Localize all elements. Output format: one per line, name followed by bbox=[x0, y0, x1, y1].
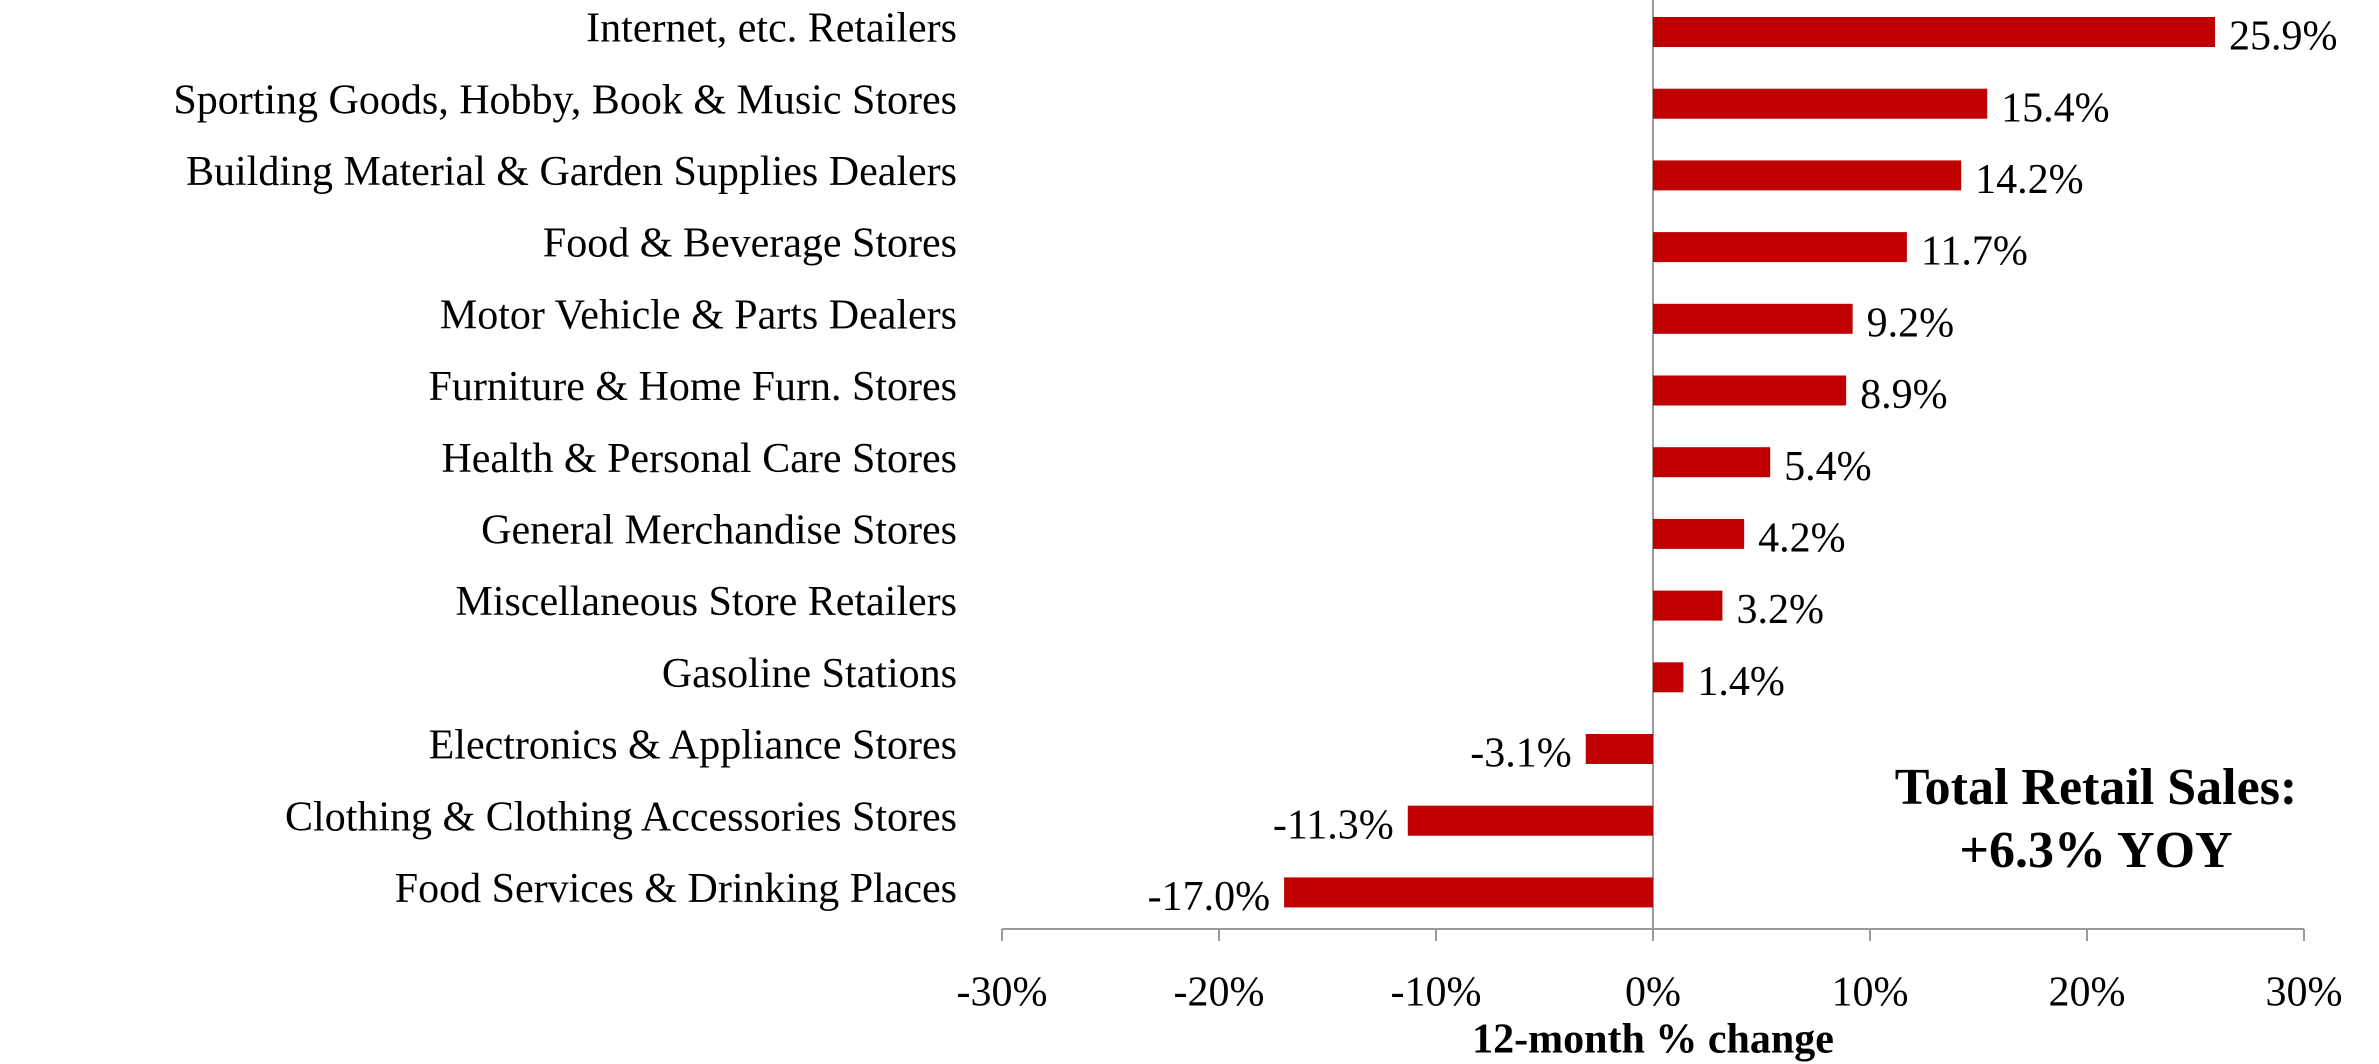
x-tick-label: -20% bbox=[1174, 970, 1265, 1016]
bar bbox=[1653, 17, 2216, 47]
value-label: 4.2% bbox=[1758, 516, 1846, 562]
bar bbox=[1653, 590, 1723, 621]
value-label: 25.9% bbox=[2229, 14, 2338, 60]
bar bbox=[1585, 734, 1653, 764]
bar bbox=[1653, 662, 1684, 693]
bar bbox=[1653, 518, 1745, 549]
bar bbox=[1653, 303, 1853, 334]
bar bbox=[1653, 88, 1988, 119]
value-label: -17.0% bbox=[1148, 874, 1270, 920]
value-label: 5.4% bbox=[1784, 444, 1872, 490]
x-axis-label: 12-month % change bbox=[1472, 1017, 1834, 1063]
y-tick-label: Motor Vehicle & Parts Dealers bbox=[440, 292, 957, 338]
x-tick-label: -30% bbox=[957, 970, 1048, 1016]
value-label: -11.3% bbox=[1273, 802, 1394, 848]
bar bbox=[1653, 375, 1847, 406]
y-tick-label: Food & Beverage Stores bbox=[543, 221, 957, 267]
bar bbox=[1284, 877, 1653, 908]
x-tick-label: 10% bbox=[1832, 970, 1909, 1016]
x-tick-label: 30% bbox=[2266, 970, 2343, 1016]
annotation: Total Retail Sales: bbox=[1895, 759, 2298, 816]
bar bbox=[1407, 805, 1653, 836]
bar bbox=[1653, 447, 1771, 478]
y-tick-label: Furniture & Home Furn. Stores bbox=[429, 364, 957, 410]
x-tick-label: -10% bbox=[1391, 970, 1482, 1016]
x-tick-label: 0% bbox=[1625, 970, 1681, 1016]
y-tick-label: Health & Personal Care Stores bbox=[441, 436, 957, 482]
value-label: 14.2% bbox=[1975, 157, 2084, 203]
value-label: 3.2% bbox=[1736, 587, 1824, 633]
bar bbox=[1653, 232, 1907, 263]
y-tick-label: Internet, etc. Retailers bbox=[586, 6, 957, 52]
y-tick-label: Electronics & Appliance Stores bbox=[429, 723, 957, 769]
value-label: 9.2% bbox=[1867, 300, 1955, 346]
y-tick-label: Gasoline Stations bbox=[662, 651, 957, 697]
annotation: +6.3% YOY bbox=[1959, 822, 2232, 879]
value-label: 15.4% bbox=[2001, 85, 2110, 131]
value-label: 11.7% bbox=[1921, 229, 2028, 275]
y-tick-label: Sporting Goods, Hobby, Book & Music Stor… bbox=[173, 77, 957, 123]
y-tick-label: Building Material & Garden Supplies Deal… bbox=[186, 149, 957, 195]
y-tick-label: Miscellaneous Store Retailers bbox=[455, 579, 957, 625]
bar bbox=[1653, 160, 1962, 191]
y-tick-label: Clothing & Clothing Accessories Stores bbox=[285, 794, 957, 840]
x-tick-label: 20% bbox=[2049, 970, 2126, 1016]
value-label: 1.4% bbox=[1697, 659, 1785, 705]
value-label: 8.9% bbox=[1860, 372, 1948, 418]
y-tick-label: Food Services & Drinking Places bbox=[395, 866, 957, 912]
y-tick-label: General Merchandise Stores bbox=[481, 508, 957, 554]
value-label: -3.1% bbox=[1470, 731, 1571, 777]
